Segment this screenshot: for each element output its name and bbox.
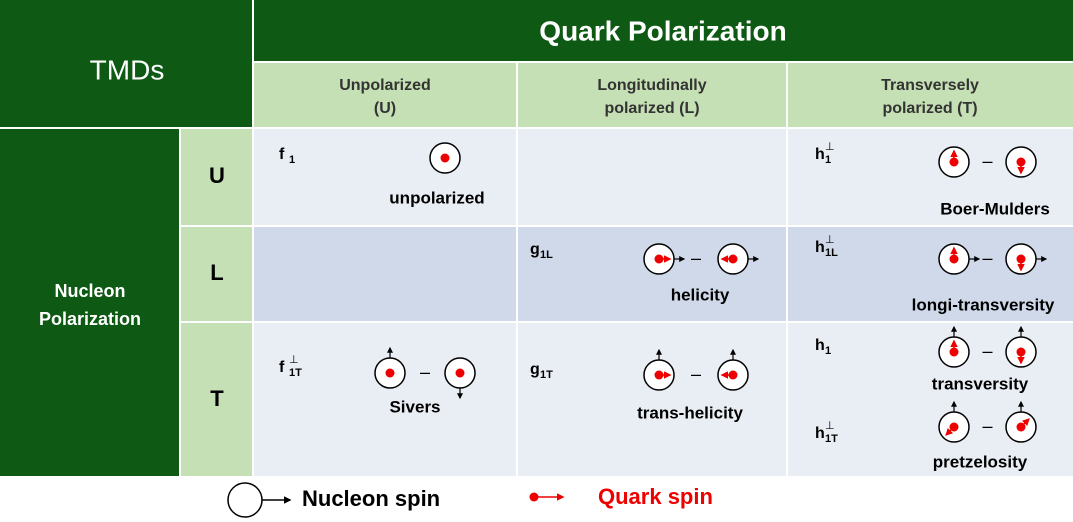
function-name: transversity — [932, 374, 1029, 393]
function-sup: ⊥ — [289, 354, 299, 366]
function-name: Sivers — [389, 397, 440, 416]
function-symbol: h — [815, 146, 825, 163]
column-header: polarized (L) — [604, 100, 699, 117]
function-sub: 1T — [540, 369, 553, 381]
function-symbol: f — [279, 359, 285, 376]
column-header: Transversely — [881, 77, 979, 94]
row-label: L — [210, 260, 223, 285]
minus: – — [982, 341, 992, 361]
quark-dot — [385, 368, 395, 378]
function-symbol: h — [815, 425, 825, 442]
function-sup: ⊥ — [825, 234, 835, 246]
minus: – — [691, 364, 701, 384]
function-name: longi-transversity — [912, 295, 1055, 314]
function-name: helicity — [671, 285, 730, 304]
corner-label: TMDs — [90, 54, 165, 85]
function-symbol: f — [279, 146, 285, 163]
function-sub: 1 — [825, 154, 831, 166]
function-name: pretzelosity — [933, 452, 1028, 471]
column-header: Longitudinally — [597, 77, 706, 94]
minus: – — [982, 248, 992, 268]
corner-bg — [0, 0, 253, 128]
function-sub: 1 — [289, 154, 295, 166]
row-group: Polarization — [39, 309, 141, 329]
column-header: (U) — [374, 100, 396, 117]
function-symbol: g — [530, 361, 540, 378]
function-sub: 1L — [825, 247, 838, 259]
grid — [0, 0, 1073, 476]
row-label-bg — [180, 128, 253, 476]
legend-nucleon: Nucleon spin — [302, 486, 440, 511]
row-group-bg — [0, 128, 180, 476]
subheader-bg — [253, 62, 1073, 128]
function-name: Boer-Mulders — [940, 199, 1050, 218]
row-u-bg — [253, 128, 1073, 226]
minus: – — [982, 416, 992, 436]
function-symbol: g — [530, 241, 540, 258]
function-sub: 1L — [540, 249, 553, 261]
function-name: unpolarized — [389, 188, 484, 207]
minus: – — [691, 248, 701, 268]
row-label: U — [209, 163, 225, 188]
column-header: Unpolarized — [339, 77, 431, 94]
legend-nucleon-icon — [227, 482, 263, 518]
function-sub: 1T — [825, 433, 838, 445]
column-group: Quark Polarization — [539, 15, 786, 46]
function-sub: 1 — [825, 345, 831, 357]
legend-quark: Quark spin — [598, 484, 713, 509]
row-label: T — [210, 386, 224, 411]
row-group: Nucleon — [54, 281, 125, 301]
function-name: trans-helicity — [637, 403, 743, 422]
minus: – — [420, 362, 430, 382]
function-sup: ⊥ — [825, 141, 835, 153]
column-header: polarized (T) — [882, 100, 977, 117]
quark-spin — [1020, 418, 1030, 428]
quark-dot — [455, 368, 465, 378]
quark-spin — [945, 426, 955, 436]
quark-dot — [440, 153, 450, 163]
function-symbol: h — [815, 337, 825, 354]
function-sub: 1T — [289, 367, 302, 379]
function-sup: ⊥ — [825, 420, 835, 432]
minus: – — [982, 151, 992, 171]
function-symbol: h — [815, 239, 825, 256]
